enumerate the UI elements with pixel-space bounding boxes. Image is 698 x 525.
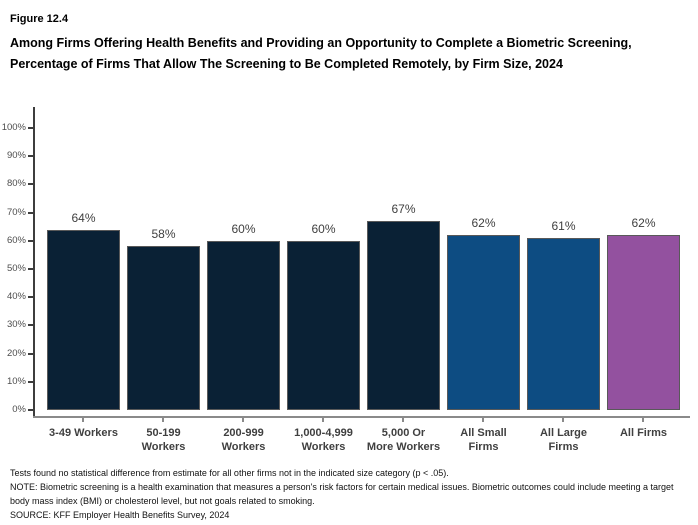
bar-value-label: 62% (471, 216, 496, 230)
x-axis-tick (82, 418, 84, 422)
figure-number: Figure 12.4 (10, 13, 69, 25)
bar-3-49-workers (47, 230, 120, 410)
y-axis-tick-label: 90% (6, 150, 26, 162)
footnotes: Tests found no statistical difference fr… (10, 466, 694, 522)
bar-all-small-firms (447, 235, 520, 410)
x-axis-tick (482, 418, 484, 422)
x-axis-tick (642, 418, 644, 422)
y-axis-tick (28, 183, 33, 186)
bar-chart: 0% 10% 20% 30% 40% 50% 60% 70% 80% 90% 100% 64% 3-49… (0, 107, 698, 453)
x-axis-tick (402, 418, 404, 422)
bar-value-label: 62% (631, 216, 656, 230)
x-axis-label-1-000-4-999-workers: 1,000-4,999 Workers (294, 427, 353, 453)
y-axis-tick-label: 70% (6, 206, 26, 218)
y-axis-tick-label: 30% (6, 319, 26, 331)
bar-200-999-workers (207, 241, 280, 410)
footnote-note: NOTE: Biometric screening is a health ex… (10, 482, 674, 506)
x-axis-label-all-small-firms: All Small Firms (460, 427, 507, 453)
bar-all-large-firms (527, 238, 600, 410)
x-axis-tick (322, 418, 324, 422)
y-axis-tick (28, 296, 33, 299)
y-axis-tick-label: 60% (6, 234, 26, 246)
x-axis-line (33, 416, 690, 418)
y-axis-tick (28, 352, 33, 355)
bar-value-label: 61% (551, 219, 576, 233)
y-axis-tick (28, 380, 33, 383)
x-axis-label-3-49-workers: 3-49 Workers (49, 427, 118, 439)
y-axis-tick (28, 127, 33, 129)
y-axis-tick-label: 40% (6, 291, 26, 303)
bar-5-000-or-more-workers (367, 221, 440, 410)
y-axis-tick (28, 324, 33, 327)
x-axis-label-5-000-or-more-workers: 5,000 Or More Workers (366, 427, 441, 453)
x-axis-label-200-999-workers: 200-999 Workers (221, 427, 266, 453)
y-axis-tick-label: 50% (6, 263, 26, 274)
y-axis-tick-label: 0% (12, 404, 26, 415)
footnote-source: SOURCE: KFF Employer Health Benefits Sur… (10, 510, 230, 520)
x-axis-tick (562, 418, 564, 422)
y-axis-tick (28, 409, 33, 411)
y-axis-tick (28, 211, 33, 214)
x-axis-tick (242, 418, 244, 422)
y-axis-tick-label: 100% (1, 122, 26, 133)
x-axis-tick (162, 418, 164, 422)
bar-50-199-workers (127, 246, 200, 410)
bar-all-firms (607, 235, 680, 410)
bar-value-label: 67% (391, 202, 416, 216)
bar-value-label: 60% (231, 222, 256, 236)
y-axis-tick (28, 155, 33, 158)
y-axis-tick (28, 268, 33, 270)
figure-title: Among Firms Offering Health Benefits and… (10, 36, 632, 71)
y-axis-tick (28, 239, 33, 242)
y-axis-tick-label: 80% (6, 178, 26, 190)
bar-value-label: 60% (311, 222, 336, 236)
x-axis-label-all-firms: All Firms (619, 427, 668, 439)
x-axis-label-50-199-workers: 50-199 Workers (141, 427, 186, 453)
y-axis-tick-label: 20% (6, 347, 26, 359)
bar-value-label: 64% (71, 211, 96, 225)
y-axis-line (33, 107, 35, 418)
bar-1-000-4-999-workers (287, 241, 360, 410)
y-axis-tick-label: 10% (6, 375, 26, 387)
footnote-significance: Tests found no statistical difference fr… (10, 468, 449, 478)
bar-value-label: 58% (151, 227, 176, 241)
x-axis-label-all-large-firms: All Large Firms (539, 427, 588, 453)
